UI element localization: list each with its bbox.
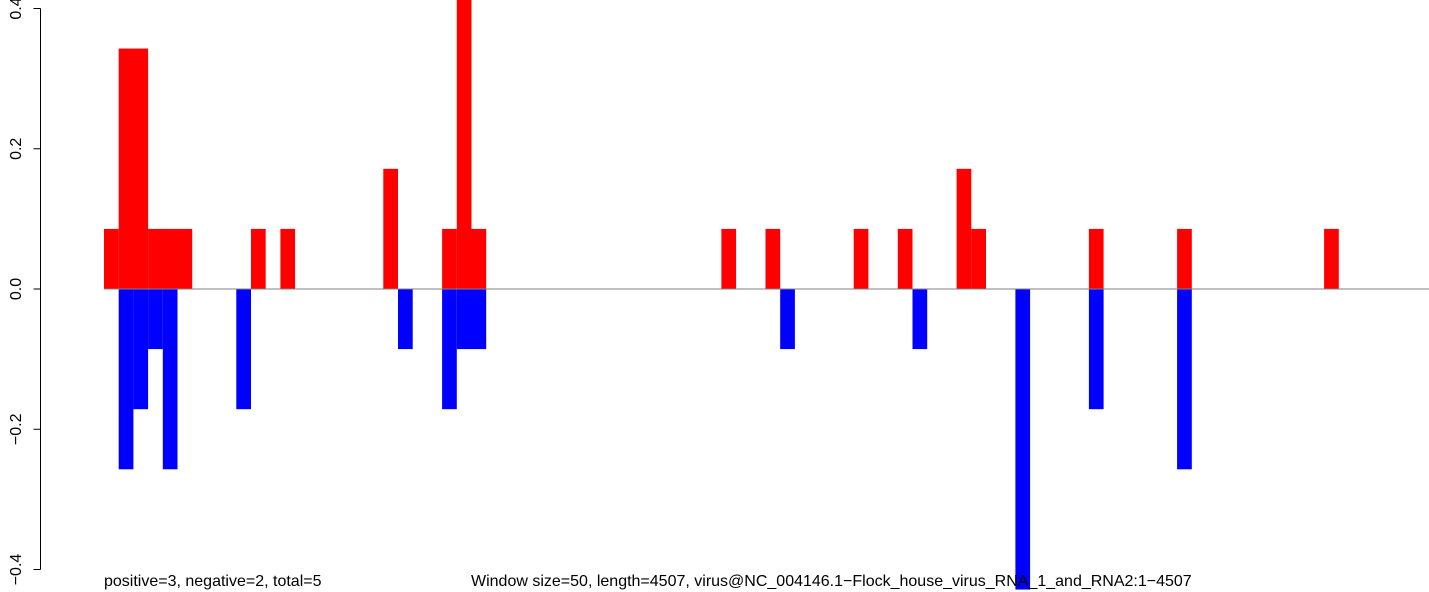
counts-annotation: positive=3, negative=2, total=5 xyxy=(104,573,322,590)
positive-bar-11 xyxy=(853,228,869,289)
positive-bar-12 xyxy=(897,228,913,289)
y-tick-label-0: −0.4 xyxy=(8,554,25,586)
y-tick-label-2: 0.0 xyxy=(8,278,25,300)
positive-bar-16 xyxy=(1177,228,1192,289)
negative-bar-9 xyxy=(912,289,928,350)
negative-bar-11 xyxy=(1088,289,1104,410)
positive-bars xyxy=(104,0,1339,289)
negative-bar-5 xyxy=(398,289,413,350)
positive-bar-13 xyxy=(956,168,972,289)
positive-bar-1 xyxy=(118,48,149,289)
positive-bar-10 xyxy=(765,228,781,289)
negative-bar-3 xyxy=(162,289,178,470)
y-tick-label-1: −0.2 xyxy=(8,413,25,445)
positive-bar-7 xyxy=(456,0,472,289)
positive-bar-17 xyxy=(1324,228,1339,289)
positive-bar-14 xyxy=(971,228,986,289)
negative-bar-1 xyxy=(133,289,149,410)
negative-bar-6 xyxy=(442,289,457,410)
negative-bar-10 xyxy=(1015,289,1031,590)
positive-bar-5 xyxy=(383,168,398,289)
negative-bar-4 xyxy=(236,289,251,410)
negative-bar-7 xyxy=(456,289,487,350)
negative-bar-2 xyxy=(148,289,163,350)
positive-bar-4 xyxy=(280,228,296,289)
y-tick-label-4: 0.4 xyxy=(8,0,25,20)
positive-bar-8 xyxy=(471,228,487,289)
positive-bar-15 xyxy=(1088,228,1104,289)
negative-bars xyxy=(118,289,1192,590)
positive-bar-0 xyxy=(104,228,119,289)
positive-bar-3 xyxy=(251,228,266,289)
positive-bar-2 xyxy=(148,228,193,289)
y-axis: −0.4 −0.2 0.0 0.2 0.4 xyxy=(8,0,41,585)
negative-bar-12 xyxy=(1177,289,1192,470)
negative-bar-0 xyxy=(118,289,134,470)
negative-bar-8 xyxy=(780,289,795,350)
window-info-annotation: Window size=50, length=4507, virus@NC_00… xyxy=(471,573,1192,590)
positive-bar-6 xyxy=(442,228,457,289)
y-tick-label-3: 0.2 xyxy=(8,138,25,160)
positive-bar-9 xyxy=(721,228,737,289)
